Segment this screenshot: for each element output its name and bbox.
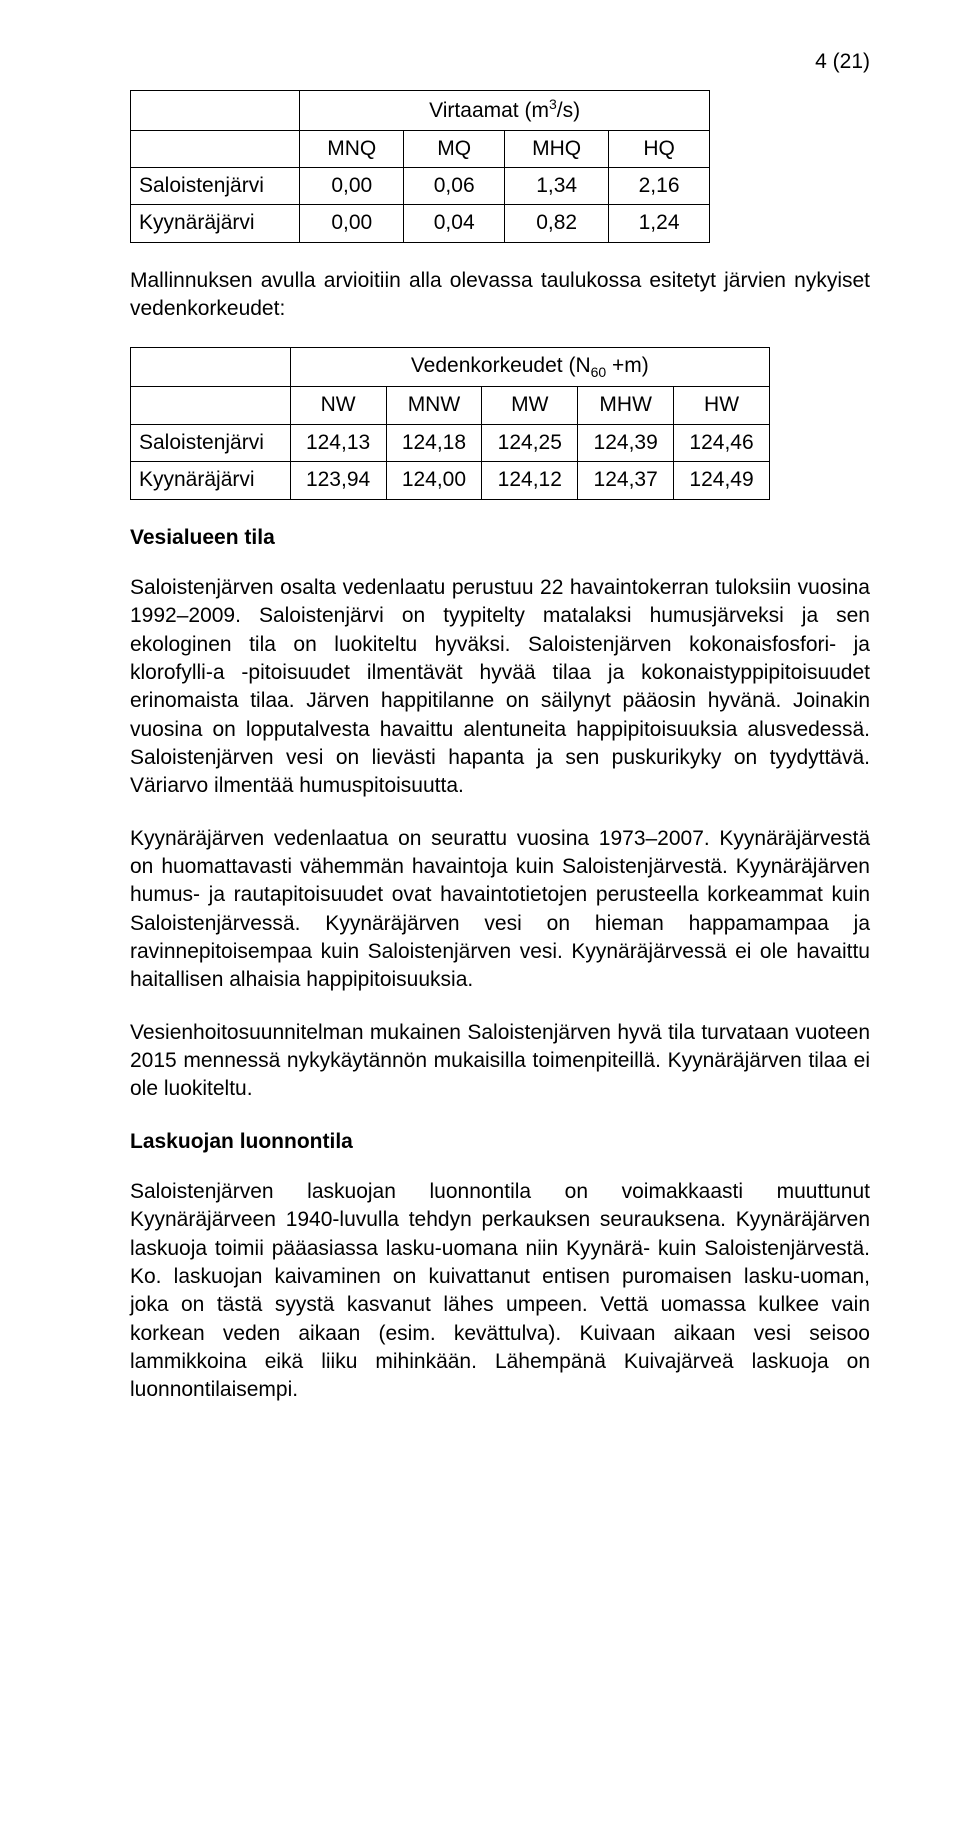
flows-header-cell: MQ — [404, 130, 505, 167]
wl-cell: 124,12 — [482, 462, 578, 499]
flows-cell: 0,06 — [404, 168, 505, 205]
wl-cell: 124,00 — [386, 462, 482, 499]
flows-title-suffix: /s) — [557, 99, 580, 122]
table-row: Saloistenjärvi 0,00 0,06 1,34 2,16 — [131, 168, 710, 205]
wl-header-cell: MW — [482, 387, 578, 424]
flows-row-label: Kyynäräjärvi — [131, 205, 300, 242]
table-row: Kyynäräjärvi 123,94 124,00 124,12 124,37… — [131, 462, 770, 499]
wl-header-empty — [131, 387, 291, 424]
wl-header-cell: NW — [290, 387, 386, 424]
wl-row-label: Saloistenjärvi — [131, 424, 291, 461]
page-number: 4 (21) — [130, 48, 870, 76]
wl-header-cell: MHW — [578, 387, 674, 424]
flows-cell: 1,34 — [505, 168, 609, 205]
wl-title-suffix: +m) — [606, 354, 649, 377]
body-paragraph: Kyynäräjärven vedenlaatua on seurattu vu… — [130, 825, 870, 995]
wl-cell: 124,37 — [578, 462, 674, 499]
flows-table-title: Virtaamat (m3/s) — [300, 91, 710, 130]
wl-empty-corner — [131, 348, 291, 387]
wl-title-sub: 60 — [591, 365, 607, 381]
wl-header-cell: HW — [674, 387, 770, 424]
wl-cell: 123,94 — [290, 462, 386, 499]
flows-header-cell: MNQ — [300, 130, 404, 167]
flows-header-cell: MHQ — [505, 130, 609, 167]
section-heading-vesialueen: Vesialueen tila — [130, 524, 870, 552]
wl-cell: 124,13 — [290, 424, 386, 461]
body-paragraph: Saloistenjärven osalta vedenlaatu perust… — [130, 574, 870, 801]
table-row: Saloistenjärvi 124,13 124,18 124,25 124,… — [131, 424, 770, 461]
flows-cell: 0,04 — [404, 205, 505, 242]
flows-cell: 2,16 — [609, 168, 710, 205]
flows-title-sup: 3 — [549, 96, 557, 112]
flows-title-prefix: Virtaamat (m — [429, 99, 549, 122]
wl-row-label: Kyynäräjärvi — [131, 462, 291, 499]
waterlevels-table: Vedenkorkeudet (N60 +m) NW MNW MW MHW HW… — [130, 347, 770, 499]
wl-header-cell: MNW — [386, 387, 482, 424]
flows-header-cell: HQ — [609, 130, 710, 167]
section-heading-laskuojan: Laskuojan luonnontila — [130, 1128, 870, 1156]
flows-cell: 0,00 — [300, 205, 404, 242]
intro-paragraph: Mallinnuksen avulla arvioitiin alla olev… — [130, 267, 870, 324]
body-paragraph: Vesienhoitosuunnitelman mukainen Saloist… — [130, 1019, 870, 1104]
wl-cell: 124,39 — [578, 424, 674, 461]
wl-cell: 124,25 — [482, 424, 578, 461]
flows-table-empty-corner — [131, 91, 300, 130]
flows-table: Virtaamat (m3/s) MNQ MQ MHQ HQ Saloisten… — [130, 90, 710, 242]
wl-cell: 124,46 — [674, 424, 770, 461]
wl-title-prefix: Vedenkorkeudet (N — [411, 354, 591, 377]
wl-cell: 124,49 — [674, 462, 770, 499]
flows-cell: 0,00 — [300, 168, 404, 205]
body-paragraph: Saloistenjärven laskuojan luonnontila on… — [130, 1178, 870, 1405]
flows-row-label: Saloistenjärvi — [131, 168, 300, 205]
wl-title: Vedenkorkeudet (N60 +m) — [290, 348, 769, 387]
flows-header-empty — [131, 130, 300, 167]
table-row: Kyynäräjärvi 0,00 0,04 0,82 1,24 — [131, 205, 710, 242]
flows-cell: 0,82 — [505, 205, 609, 242]
document-page: 4 (21) Virtaamat (m3/s) MNQ MQ MHQ HQ Sa… — [0, 0, 960, 1836]
flows-cell: 1,24 — [609, 205, 710, 242]
wl-cell: 124,18 — [386, 424, 482, 461]
